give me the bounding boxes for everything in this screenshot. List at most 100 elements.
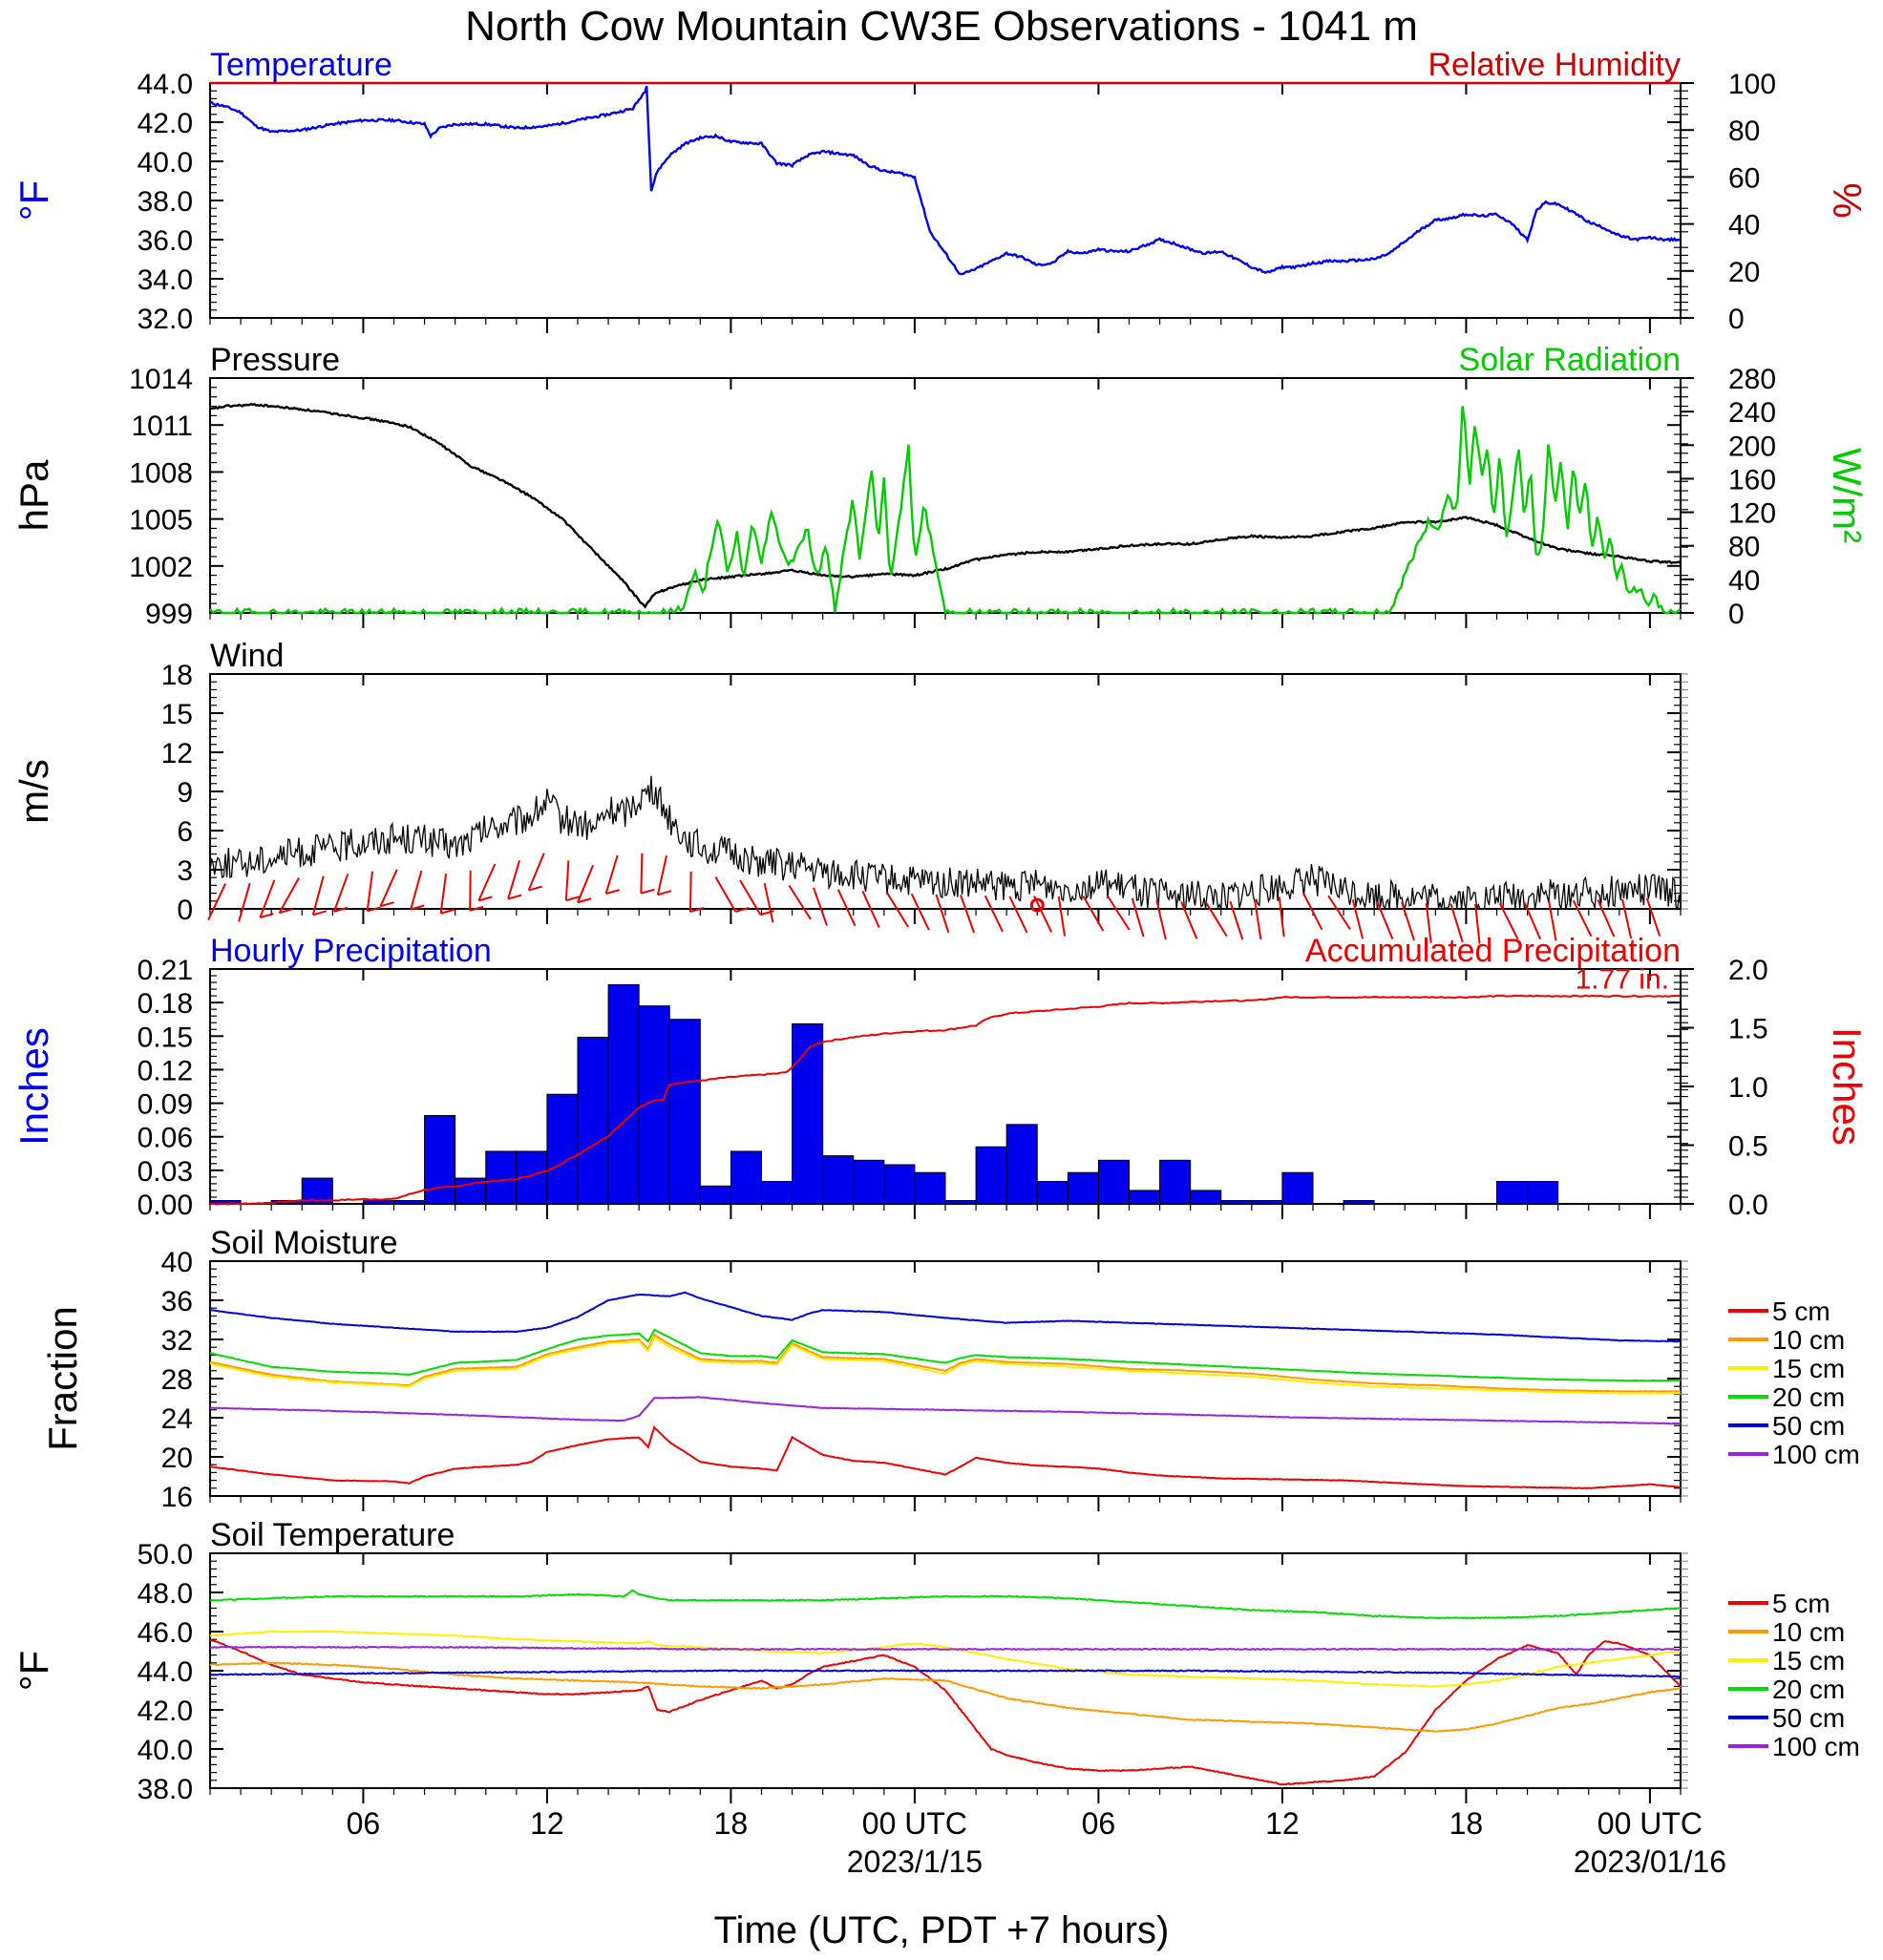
precip-bar <box>1159 1159 1192 1205</box>
wind-barb <box>278 877 300 914</box>
series-line <box>209 406 1682 616</box>
x-date-label: 2023/1/15 <box>847 1844 983 1879</box>
y-right-tick-label: 1.0 <box>1728 1072 1768 1104</box>
y-tick-label: 16 <box>161 1482 193 1513</box>
precip-bar <box>1005 1124 1038 1205</box>
wind-barb <box>960 895 975 934</box>
legend-entry: 10 cm <box>1772 1325 1845 1355</box>
wind-barb-flag <box>565 896 581 902</box>
wind-barb-flag <box>760 910 774 917</box>
panel-title: Hourly Precipitation <box>210 933 492 969</box>
y-tick-label: 999 <box>145 599 193 630</box>
y-tick-label: 40.0 <box>138 147 193 179</box>
accum-annotation: 1.77 in. <box>1576 963 1669 995</box>
legend-entry: 100 cm <box>1772 1732 1860 1761</box>
wind-barb <box>1401 901 1415 941</box>
legend-entry: 5 cm <box>1772 1589 1830 1618</box>
panel-title-right: Solar Radiation <box>1459 342 1681 378</box>
wind-barb <box>1229 900 1244 940</box>
y-right-tick-label: 0.5 <box>1728 1131 1768 1163</box>
wind-barb <box>984 895 1004 933</box>
wind-barb-flag <box>410 904 425 911</box>
series-line <box>209 1396 1681 1425</box>
series-line <box>210 402 1682 609</box>
y-tick-label: 48.0 <box>138 1578 193 1610</box>
y-right-tick-label: 0.0 <box>1728 1190 1768 1221</box>
y-tick-label: 28 <box>161 1364 193 1396</box>
wind-barb <box>1425 902 1432 943</box>
panel-3: 0.000.030.060.090.120.150.180.21 0.0 0.5 1.… <box>11 933 1870 1221</box>
wind-barb <box>1107 896 1131 931</box>
series-line <box>209 1669 1682 1678</box>
wind-barb <box>238 882 251 922</box>
wind-barb <box>1302 893 1323 931</box>
precip-bar <box>1097 1159 1130 1205</box>
precip-bar <box>699 1185 731 1205</box>
precip-bar <box>730 1150 763 1205</box>
precip-bar <box>1067 1171 1099 1205</box>
legend-entry: 15 cm <box>1772 1354 1845 1383</box>
wind-barb <box>688 871 692 912</box>
precip-bar <box>1343 1199 1375 1205</box>
panel-title: Wind <box>210 638 284 674</box>
legend-entry: 5 cm <box>1772 1296 1830 1326</box>
y-tick-label: 6 <box>177 816 193 848</box>
legend-entry: 50 cm <box>1772 1411 1845 1441</box>
precip-bar <box>975 1146 1007 1205</box>
precip-bar <box>1129 1190 1161 1205</box>
wind-barb-flag <box>605 889 620 896</box>
series-line <box>209 1638 1682 1786</box>
precip-bar <box>668 1019 701 1205</box>
precip-bar <box>424 1114 456 1205</box>
y-tick-label: 1002 <box>129 552 193 583</box>
wind-barb <box>910 893 930 931</box>
panel-title: Soil Moisture <box>210 1225 398 1261</box>
y-tick-label: 1005 <box>129 505 193 537</box>
y-tick-label: 3 <box>177 855 193 887</box>
precip-bar <box>546 1093 579 1205</box>
y-tick-label: 40 <box>161 1247 193 1278</box>
y-tick-label: 1008 <box>129 457 193 489</box>
panel-title-right: Relative Humidity <box>1428 47 1681 83</box>
precip-bar <box>1036 1181 1068 1205</box>
wind-barb-flag <box>440 908 455 915</box>
wind-barb <box>1572 899 1593 938</box>
y-right-tick-label: 40 <box>1728 565 1760 597</box>
y-tick-label: 50.0 <box>138 1539 193 1570</box>
wind-barb <box>207 883 226 921</box>
wind-barb-flag <box>367 906 381 913</box>
series-line <box>209 1291 1681 1343</box>
legend-entry: 10 cm <box>1772 1617 1845 1647</box>
wind-barb-flag <box>478 896 493 902</box>
y-right-tick-label: 240 <box>1728 397 1776 429</box>
panels: 32.034.036.038.040.042.044.0020406080100… <box>11 47 1870 1879</box>
wind-barb <box>886 892 909 928</box>
y-tick-label: 38.0 <box>138 186 193 218</box>
y-axis-label: hPa <box>11 459 56 531</box>
legend-entry: 20 cm <box>1772 1675 1845 1704</box>
y-tick-label: 40.0 <box>138 1735 193 1766</box>
y-right-tick-label: 200 <box>1728 431 1776 462</box>
wind-barb <box>640 853 644 894</box>
wind-barb <box>861 890 880 929</box>
wind-barb <box>739 879 762 916</box>
precip-bar <box>607 983 640 1205</box>
precip-bar <box>1527 1181 1559 1205</box>
wind-barb <box>1204 901 1228 938</box>
y-tick-label: 0.06 <box>138 1123 193 1154</box>
y-tick-label: 0 <box>177 895 193 926</box>
y-right-tick-label: 2.0 <box>1728 955 1768 986</box>
calm-wind-marker <box>1029 897 1045 913</box>
series-line <box>209 1333 1682 1393</box>
y-right-tick-label: 280 <box>1728 364 1776 395</box>
accum-line <box>209 994 1682 1206</box>
y-tick-label: 0.03 <box>138 1156 193 1188</box>
y-tick-label: 0.21 <box>138 955 193 986</box>
chart-title: North Cow Mountain CW3E Observations - 1… <box>465 3 1418 50</box>
wind-barb <box>1548 900 1557 941</box>
precip-bar <box>1281 1171 1314 1205</box>
wind-barb <box>577 865 594 903</box>
y-right-tick-label: 60 <box>1728 162 1760 194</box>
